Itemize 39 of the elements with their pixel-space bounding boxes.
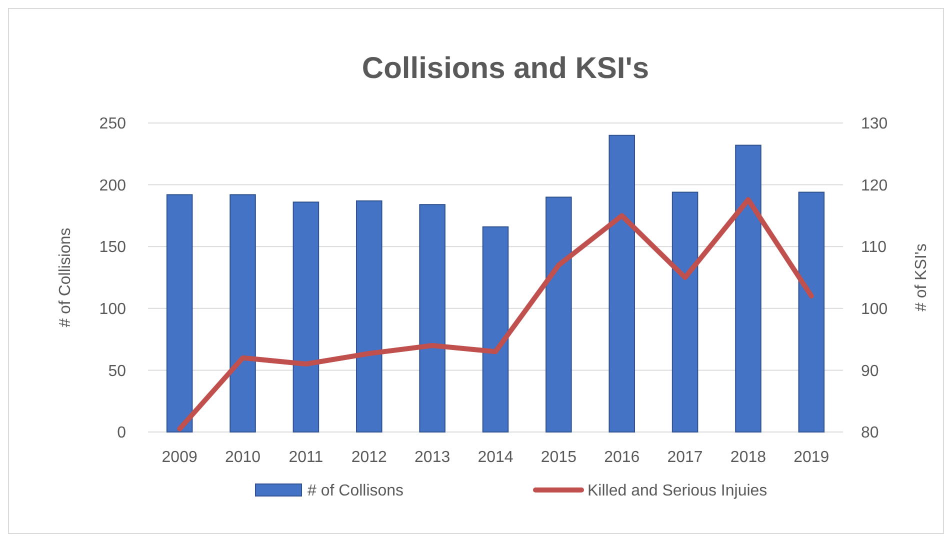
bar	[419, 204, 446, 432]
x-tick-label: 2009	[162, 449, 198, 466]
x-tick-label: 2010	[224, 449, 261, 466]
bar	[166, 194, 193, 432]
x-tick-label: 2017	[667, 449, 703, 466]
y-tick-label: 250	[99, 116, 126, 133]
y-tick-label: 50	[108, 362, 126, 380]
bar	[482, 226, 509, 432]
bar	[798, 192, 825, 432]
x-tick-label: 2016	[604, 449, 640, 466]
y-tick-label: 200	[99, 177, 126, 194]
bar	[230, 194, 256, 432]
y2-tick-label: 120	[861, 177, 888, 194]
y2-tick-label: 90	[861, 362, 879, 380]
y2-axis-title: # of KSI's	[913, 244, 930, 312]
bar	[292, 202, 320, 432]
bar	[608, 134, 635, 432]
x-tick-label: 2018	[730, 449, 766, 466]
y2-tick-label: 130	[861, 116, 888, 133]
bar	[735, 144, 762, 432]
bar	[356, 200, 382, 432]
y-tick-label: 0	[117, 424, 126, 442]
y-tick-label: 100	[99, 301, 126, 318]
chart-title: Collisions and KSI's	[362, 52, 650, 85]
y2-tick-label: 110	[861, 239, 887, 256]
x-tick-label: 2019	[794, 449, 830, 466]
x-tick-label: 2015	[540, 449, 577, 466]
y2-tick-label: 80	[861, 424, 879, 442]
bar	[546, 196, 572, 432]
x-tick-label: 2013	[414, 449, 450, 466]
legend-label: Killed and Serious Injuies	[588, 482, 768, 500]
y-axis-title: # of Collisions	[57, 228, 74, 328]
x-tick-label: 2014	[478, 449, 514, 466]
legend-label: # of Collisons	[308, 482, 404, 500]
x-tick-label: 2012	[351, 449, 388, 466]
y-tick-label: 150	[99, 239, 126, 256]
y2-tick-label: 100	[861, 301, 888, 318]
x-tick-label: 2011	[288, 449, 324, 466]
bar	[672, 192, 698, 432]
